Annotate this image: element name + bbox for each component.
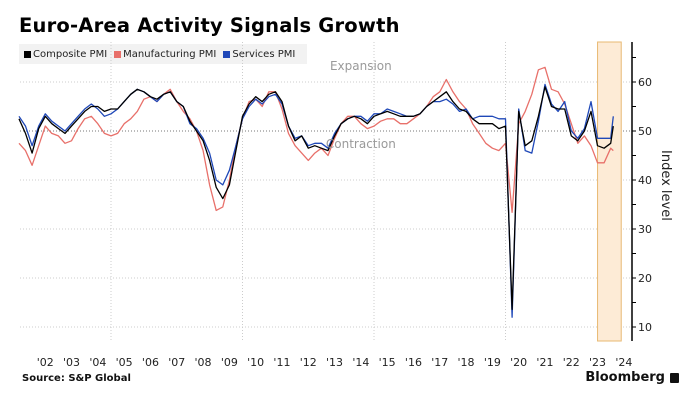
legend-item-manufacturing: Manufacturing PMI <box>114 49 216 60</box>
legend-swatch-composite <box>24 50 31 58</box>
source-note: Source: S&P Global <box>22 373 131 384</box>
x-tick-label: '16 <box>405 356 422 369</box>
y-tick-label-60: 60 <box>638 76 652 89</box>
annotations: Expansion Contraction <box>326 59 396 151</box>
legend: Composite PMI Manufacturing PMI Services… <box>19 44 308 64</box>
annotation-contraction: Contraction <box>326 137 396 151</box>
highlight-band <box>597 41 622 342</box>
series-line-services-pmi <box>18 83 614 318</box>
y-tick-label-40: 40 <box>638 174 652 187</box>
x-tick-label: '18 <box>458 356 475 369</box>
legend-label-manufacturing: Manufacturing PMI <box>123 48 217 60</box>
annotation-expansion: Expansion <box>330 59 392 73</box>
x-tick-label: '09 <box>221 356 238 369</box>
shaded-region <box>597 41 622 342</box>
x-tick-label: '06 <box>142 356 159 369</box>
series-line-composite-pmi <box>18 86 614 311</box>
x-tick-label: '15 <box>379 356 396 369</box>
chart-title: Euro-Area Activity Signals Growth <box>19 14 400 37</box>
x-tick-label: '11 <box>273 356 290 369</box>
x-axis: '02 '03 '04 '05 '06 '07 '08 '09 '10 '11 '12 '13 '14 '… <box>37 356 633 369</box>
x-tick-label: '10 <box>247 356 264 369</box>
x-tick-label: '05 <box>116 356 133 369</box>
y-tick-label-10: 10 <box>638 321 652 334</box>
x-tick-label: '24 <box>615 356 632 369</box>
x-tick-label: '19 <box>484 356 501 369</box>
x-tick-label: '08 <box>195 356 212 369</box>
y-axis-label: Index level <box>658 150 673 221</box>
x-tick-label: '23 <box>589 356 606 369</box>
x-tick-label: '03 <box>63 356 80 369</box>
legend-swatch-manufacturing <box>114 50 122 58</box>
legend-label-composite: Composite PMI <box>33 48 108 60</box>
y-axis: 10 20 30 40 50 60 <box>631 42 652 341</box>
x-tick-label: '22 <box>563 356 580 369</box>
legend-item-services: Services PMI <box>223 49 295 60</box>
legend-item-composite: Composite PMI <box>24 49 107 60</box>
x-tick-label: '07 <box>168 356 185 369</box>
x-tick-label: '14 <box>352 356 369 369</box>
legend-swatch-services <box>223 50 231 58</box>
y-tick-label-20: 20 <box>638 272 652 285</box>
x-tick-label: '20 <box>510 356 527 369</box>
x-tick-label: '17 <box>431 356 448 369</box>
brand-text: Bloomberg <box>585 370 665 385</box>
x-tick-label: '13 <box>326 356 343 369</box>
y-tick-label-50: 50 <box>638 125 652 138</box>
x-tick-label: '21 <box>536 356 553 369</box>
bloomberg-logo: Bloomberg <box>585 370 679 385</box>
x-tick-label: '02 <box>37 356 54 369</box>
bloomberg-terminal-icon <box>670 372 679 383</box>
y-tick-label-30: 30 <box>638 223 652 236</box>
x-tick-label: '12 <box>300 356 317 369</box>
x-tick-label: '04 <box>89 356 106 369</box>
gridlines <box>20 42 632 341</box>
series-lines <box>18 66 614 318</box>
legend-label-services: Services PMI <box>232 48 296 60</box>
